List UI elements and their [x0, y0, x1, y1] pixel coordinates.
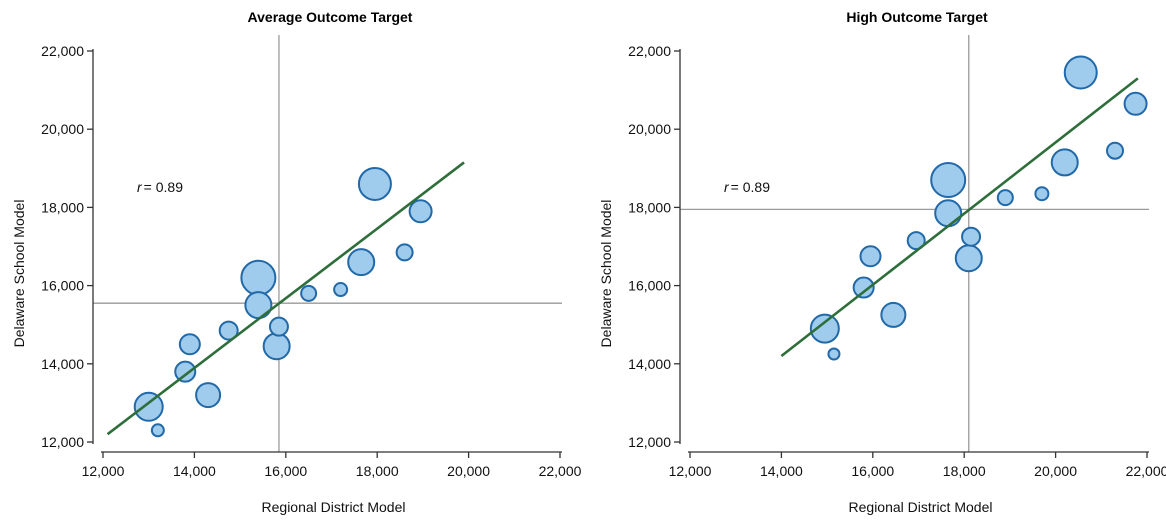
data-bubble [395, 243, 414, 262]
data-bubble [996, 189, 1014, 207]
data-bubble [880, 301, 907, 328]
y-tick-label: 12,000 [628, 434, 671, 450]
data-bubble [240, 259, 277, 296]
correlation-label: r = 0.89 [724, 179, 770, 195]
x-axis-title: Regional District Model [849, 499, 993, 515]
data-bubble [859, 245, 882, 268]
data-bubble [218, 320, 239, 341]
x-tick-label: 22,000 [539, 463, 582, 479]
x-tick-label: 18,000 [943, 463, 986, 479]
y-tick-label: 22,000 [628, 43, 671, 59]
data-bubble [357, 166, 392, 201]
y-tick-label: 18,000 [41, 199, 84, 215]
data-bubble [906, 231, 926, 251]
y-tick-label: 20,000 [628, 121, 671, 137]
data-bubble [809, 313, 840, 344]
chart-title: Average Outcome Target [248, 9, 413, 25]
regression-line [106, 161, 465, 436]
data-bubble [178, 333, 201, 356]
data-bubble [827, 347, 841, 361]
x-tick-label: 12,000 [82, 463, 125, 479]
x-tick-label: 14,000 [760, 463, 803, 479]
y-axis-title: Delaware School Model [11, 200, 27, 348]
x-axis-title: Regional District Model [262, 499, 406, 515]
data-bubble [1106, 141, 1125, 160]
y-tick-label: 12,000 [41, 434, 84, 450]
y-axis-title: Delaware School Model [598, 200, 614, 348]
y-tick-label: 18,000 [628, 199, 671, 215]
data-bubble [1063, 55, 1098, 90]
data-bubble [1050, 148, 1079, 177]
correlation-value: = 0.89 [731, 179, 771, 195]
data-bubble [930, 162, 967, 199]
data-bubble [244, 291, 273, 320]
y-tick-label: 20,000 [41, 121, 84, 137]
chart-title: High Outcome Target [846, 9, 988, 25]
correlation-value: = 0.89 [144, 179, 184, 195]
x-tick-label: 18,000 [356, 463, 399, 479]
y-tick-label: 14,000 [628, 356, 671, 372]
data-bubble [934, 199, 963, 228]
data-bubble [961, 226, 982, 247]
data-bubble [133, 391, 164, 422]
data-bubble [1123, 91, 1148, 116]
x-tick-label: 12,000 [669, 463, 712, 479]
data-bubble [195, 382, 222, 409]
data-bubble [300, 284, 318, 302]
data-bubble [408, 199, 433, 224]
data-bubble [954, 244, 983, 273]
data-bubble [333, 282, 349, 298]
x-tick-label: 14,000 [173, 463, 216, 479]
x-tick-label: 16,000 [851, 463, 894, 479]
y-tick-label: 16,000 [628, 278, 671, 294]
y-tick-label: 16,000 [41, 278, 84, 294]
correlation-symbol: r [137, 179, 143, 195]
data-bubble [852, 276, 875, 299]
scatter-panel-1: Average Outcome Target 12,000 14,000 16,000… [11, 9, 582, 515]
x-tick-label: 20,000 [447, 463, 490, 479]
scatter-panel-2: High Outcome Target 12,000 14,000 16,000 18,… [598, 9, 1166, 515]
x-tick-label: 20,000 [1034, 463, 1077, 479]
x-tick-label: 22,000 [1126, 463, 1166, 479]
data-bubble [347, 248, 376, 277]
data-bubble [150, 423, 165, 438]
data-bubble [268, 316, 289, 337]
regression-line [780, 77, 1139, 358]
data-bubble [262, 332, 291, 361]
data-bubble [174, 360, 197, 383]
x-tick-label: 16,000 [264, 463, 307, 479]
data-bubble [1034, 186, 1050, 202]
y-tick-label: 22,000 [41, 43, 84, 59]
correlation-symbol: r [724, 179, 730, 195]
y-tick-label: 14,000 [41, 356, 84, 372]
correlation-label: r = 0.89 [137, 179, 183, 195]
